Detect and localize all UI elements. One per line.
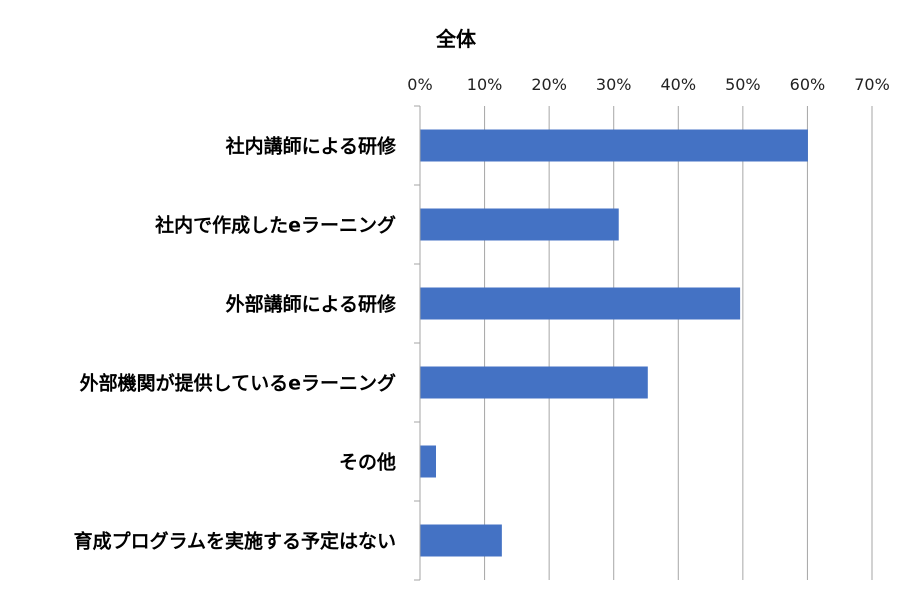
bar [420, 208, 619, 241]
x-tick-label: 70% [854, 75, 890, 94]
x-tick-label: 0% [407, 75, 432, 94]
x-tick-label: 20% [531, 75, 567, 94]
bar [420, 129, 808, 162]
bar [420, 445, 436, 478]
category-label: 外部講師による研修 [226, 293, 397, 316]
bar [420, 524, 502, 557]
x-tick-label: 60% [790, 75, 826, 94]
category-label: 育成プログラムを実施する予定はない [74, 530, 396, 553]
bar [420, 366, 648, 399]
category-label: 社内で作成したeラーニング [154, 214, 396, 237]
category-axis [414, 105, 421, 581]
category-label: 社内講師による研修 [225, 135, 397, 158]
chart-title: 全体 [435, 27, 477, 51]
category-label: その他 [339, 451, 396, 474]
category-label: 外部機関が提供しているeラーニング [80, 372, 396, 395]
bars [420, 129, 808, 557]
x-axis-tick-labels: 0% 10% 20% 30% 40% 50% 60% 70% [407, 75, 889, 94]
gridlines [484, 106, 873, 580]
bar [420, 287, 741, 320]
x-tick-label: 30% [596, 75, 632, 94]
x-tick-label: 50% [725, 75, 761, 94]
x-tick-label: 40% [661, 75, 697, 94]
category-labels: 社内講師による研修社内で作成したeラーニング外部講師による研修外部機関が提供して… [74, 135, 397, 553]
x-tick-label: 10% [467, 75, 503, 94]
